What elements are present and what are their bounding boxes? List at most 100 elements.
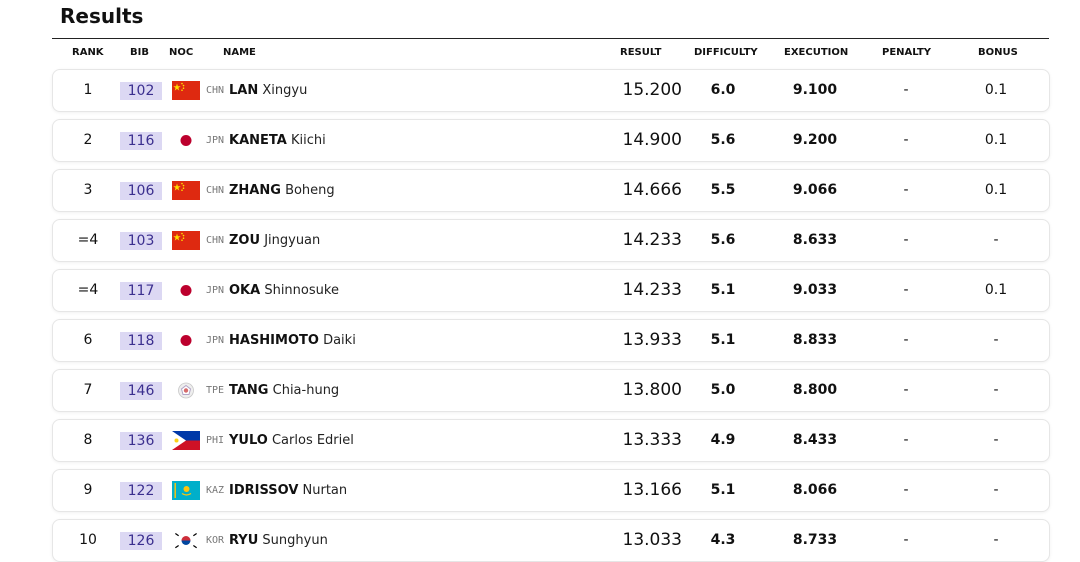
bib-badge: 102	[120, 82, 162, 100]
athlete-last-name: OKA	[229, 283, 261, 298]
athlete-first-name: Nurtan	[302, 483, 348, 498]
difficulty-score: 5.1	[710, 482, 736, 498]
execution-score: 8.733	[792, 532, 838, 548]
penalty-value: -	[903, 282, 909, 298]
noc-code: JPN	[206, 135, 225, 146]
execution-score: 9.200	[792, 132, 838, 148]
bonus-value: 0.1	[984, 182, 1008, 198]
table-row[interactable]: 3 106 CHN ZHANG Boheng 14.666 5.5 9.066 …	[52, 169, 1050, 212]
noc-code: CHN	[206, 235, 225, 246]
noc-code: KAZ	[206, 485, 225, 496]
execution-score: 9.066	[792, 182, 838, 198]
penalty-value: -	[903, 482, 909, 498]
execution-score: 8.066	[792, 482, 838, 498]
result-score: 13.333	[622, 430, 682, 450]
result-score: 13.033	[622, 530, 682, 550]
japan-flag-icon	[172, 331, 200, 350]
athlete-first-name: Chia-hung	[272, 383, 340, 398]
header-result[interactable]: RESULT	[620, 47, 662, 58]
athlete-name[interactable]: YULO Carlos Edriel	[229, 420, 354, 461]
header-bonus[interactable]: BONUS	[978, 47, 1018, 58]
athlete-name[interactable]: LAN Xingyu	[229, 70, 307, 111]
athlete-first-name: Sunghyun	[262, 533, 328, 548]
bonus-value: -	[993, 382, 999, 398]
penalty-value: -	[903, 182, 909, 198]
athlete-name[interactable]: IDRISSOV Nurtan	[229, 470, 347, 511]
rank-cell: 7	[83, 382, 93, 398]
header-noc[interactable]: NOC	[169, 47, 194, 58]
penalty-value: -	[903, 382, 909, 398]
difficulty-score: 4.3	[710, 532, 736, 548]
header-penalty[interactable]: PENALTY	[882, 47, 932, 58]
result-score: 13.166	[622, 480, 682, 500]
header-name[interactable]: NAME	[223, 47, 256, 58]
table-row[interactable]: 6 118 JPN HASHIMOTO Daiki 13.933 5.1 8.8…	[52, 319, 1050, 362]
penalty-value: -	[903, 132, 909, 148]
title-divider	[52, 38, 1049, 39]
execution-score: 8.633	[792, 232, 838, 248]
result-score: 13.933	[622, 330, 682, 350]
header-rank[interactable]: RANK	[72, 47, 104, 58]
execution-score: 8.433	[792, 432, 838, 448]
noc-code: TPE	[206, 385, 225, 396]
kazakhstan-flag-icon	[172, 481, 200, 500]
result-score: 15.200	[622, 80, 682, 100]
athlete-name[interactable]: RYU Sunghyun	[229, 520, 328, 561]
athlete-name[interactable]: KANETA Kiichi	[229, 120, 326, 161]
bib-badge: 118	[120, 332, 162, 350]
bonus-value: -	[993, 232, 999, 248]
penalty-value: -	[903, 432, 909, 448]
bonus-value: 0.1	[984, 282, 1008, 298]
athlete-last-name: HASHIMOTO	[229, 333, 319, 348]
bib-badge: 106	[120, 182, 162, 200]
athlete-name[interactable]: ZOU Jingyuan	[229, 220, 320, 261]
table-row[interactable]: 9 122 KAZ IDRISSOV Nurtan 13.166 5.1 8.0…	[52, 469, 1050, 512]
table-header: RANK BIB NOC NAME RESULT DIFFICULTY EXEC…	[52, 47, 1049, 61]
result-score: 14.233	[622, 280, 682, 300]
athlete-name[interactable]: TANG Chia-hung	[229, 370, 339, 411]
athlete-last-name: ZHANG	[229, 183, 281, 198]
table-row[interactable]: =4 117 JPN OKA Shinnosuke 14.233 5.1 9.0…	[52, 269, 1050, 312]
table-row[interactable]: 1 102 CHN LAN Xingyu 15.200 6.0 9.100 - …	[52, 69, 1050, 112]
noc-code: PHI	[206, 435, 225, 446]
rank-cell: 6	[83, 332, 93, 348]
difficulty-score: 5.5	[710, 182, 736, 198]
korea-flag-icon	[172, 531, 200, 550]
table-row[interactable]: 8 136 PHI YULO Carlos Edriel 13.333 4.9 …	[52, 419, 1050, 462]
table-row[interactable]: 10 126 KOR RYU Sunghyun 13.033 4.3 8.733…	[52, 519, 1050, 562]
table-row[interactable]: 2 116 JPN KANETA Kiichi 14.900 5.6 9.200…	[52, 119, 1050, 162]
rank-cell: 3	[83, 182, 93, 198]
rank-cell: 9	[83, 482, 93, 498]
athlete-name[interactable]: ZHANG Boheng	[229, 170, 335, 211]
chinese-taipei-flag-icon	[172, 381, 200, 400]
bib-badge: 117	[120, 282, 162, 300]
table-row[interactable]: 7 146 TPE TANG Chia-hung 13.800 5.0 8.80…	[52, 369, 1050, 412]
difficulty-score: 6.0	[710, 82, 736, 98]
bib-badge: 136	[120, 432, 162, 450]
result-score: 14.233	[622, 230, 682, 250]
athlete-last-name: TANG	[229, 383, 269, 398]
athlete-name[interactable]: HASHIMOTO Daiki	[229, 320, 356, 361]
athlete-name[interactable]: OKA Shinnosuke	[229, 270, 339, 311]
execution-score: 8.800	[792, 382, 838, 398]
difficulty-score: 5.0	[710, 382, 736, 398]
result-score: 14.900	[622, 130, 682, 150]
bonus-value: -	[993, 432, 999, 448]
header-execution[interactable]: EXECUTION	[784, 47, 849, 58]
header-bib[interactable]: BIB	[130, 47, 149, 58]
bib-badge: 146	[120, 382, 162, 400]
athlete-last-name: IDRISSOV	[229, 483, 299, 498]
china-flag-icon	[172, 181, 200, 200]
athlete-first-name: Shinnosuke	[264, 283, 339, 298]
athlete-last-name: KANETA	[229, 133, 287, 148]
bonus-value: 0.1	[984, 132, 1008, 148]
athlete-first-name: Daiki	[323, 333, 356, 348]
header-difficulty[interactable]: DIFFICULTY	[694, 47, 758, 58]
noc-code: CHN	[206, 85, 225, 96]
athlete-last-name: ZOU	[229, 233, 261, 248]
execution-score: 9.100	[792, 82, 838, 98]
difficulty-score: 5.1	[710, 332, 736, 348]
philippines-flag-icon	[172, 431, 200, 450]
difficulty-score: 5.1	[710, 282, 736, 298]
table-row[interactable]: =4 103 CHN ZOU Jingyuan 14.233 5.6 8.633…	[52, 219, 1050, 262]
